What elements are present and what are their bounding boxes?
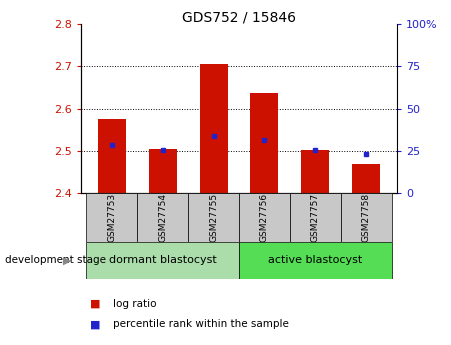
Text: GSM27753: GSM27753 — [107, 193, 116, 242]
Text: GDS752 / 15846: GDS752 / 15846 — [182, 10, 296, 24]
Text: ■: ■ — [90, 299, 101, 308]
Bar — [149, 149, 177, 193]
Text: development stage: development stage — [5, 256, 106, 265]
FancyBboxPatch shape — [341, 193, 392, 242]
Text: GSM27756: GSM27756 — [260, 193, 269, 242]
Bar — [352, 164, 380, 193]
Bar — [250, 92, 278, 193]
Text: active blastocyst: active blastocyst — [268, 256, 363, 265]
FancyBboxPatch shape — [239, 241, 392, 279]
FancyBboxPatch shape — [86, 193, 137, 242]
Text: percentile rank within the sample: percentile rank within the sample — [113, 319, 289, 329]
Text: GSM27758: GSM27758 — [362, 193, 371, 242]
Text: dormant blastocyst: dormant blastocyst — [109, 256, 216, 265]
Text: GSM27757: GSM27757 — [311, 193, 320, 242]
Text: log ratio: log ratio — [113, 299, 156, 308]
Text: ▶: ▶ — [64, 256, 72, 265]
Text: GSM27755: GSM27755 — [209, 193, 218, 242]
Bar — [98, 119, 126, 193]
FancyBboxPatch shape — [86, 241, 239, 279]
Text: ■: ■ — [90, 319, 101, 329]
Text: GSM27754: GSM27754 — [158, 193, 167, 242]
Bar — [301, 150, 329, 193]
FancyBboxPatch shape — [290, 193, 341, 242]
Bar — [199, 64, 228, 193]
FancyBboxPatch shape — [188, 193, 239, 242]
FancyBboxPatch shape — [137, 193, 188, 242]
FancyBboxPatch shape — [239, 193, 290, 242]
